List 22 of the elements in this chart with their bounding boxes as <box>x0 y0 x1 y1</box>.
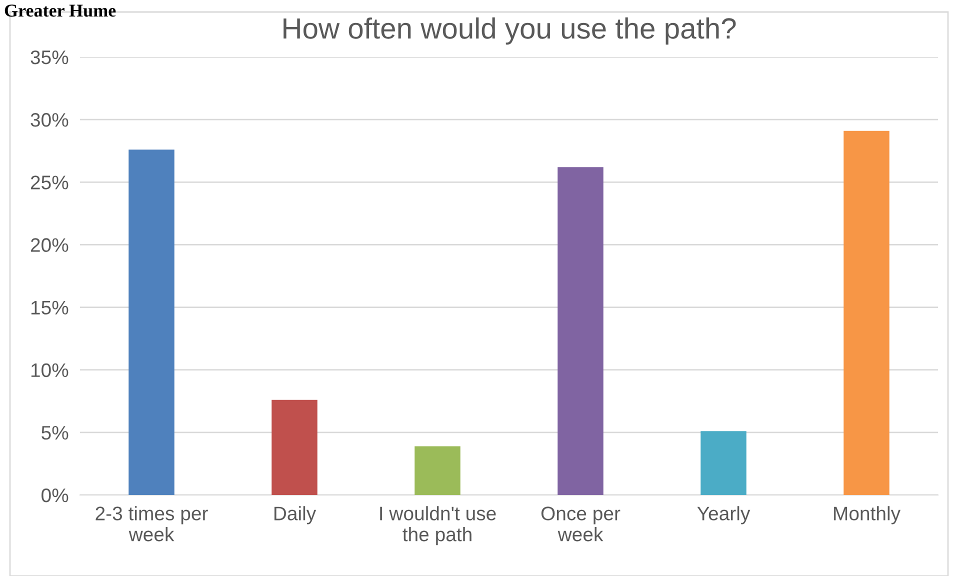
bar <box>844 130 890 495</box>
y-tick-label: 35% <box>30 50 68 64</box>
y-tick-label: 10% <box>31 363 68 378</box>
bar <box>128 150 174 495</box>
x-tick-label: I wouldn't use the path <box>380 506 496 546</box>
text: Greater Hume <box>4 4 116 17</box>
y-tick-label: 5% <box>42 426 68 440</box>
x-tick-label: Once per week <box>541 506 620 542</box>
y-tick-label: 25% <box>30 176 68 190</box>
x-tick-label: 2-3 times per week <box>96 506 208 542</box>
x-tick-label: Monthly <box>834 506 901 524</box>
chart-title: How often would you use the path? <box>284 17 736 45</box>
x-tick-label: Daily <box>274 506 316 524</box>
y-tick-label: 30% <box>30 113 68 127</box>
y-tick-label: 0% <box>42 488 68 502</box>
bar <box>272 400 318 495</box>
bar <box>558 167 604 495</box>
y-tick-label: 20% <box>30 238 68 252</box>
bar <box>414 446 460 495</box>
bar <box>700 431 746 495</box>
y-tick-label: 15% <box>31 300 68 315</box>
x-tick-label: Yearly <box>697 506 750 524</box>
